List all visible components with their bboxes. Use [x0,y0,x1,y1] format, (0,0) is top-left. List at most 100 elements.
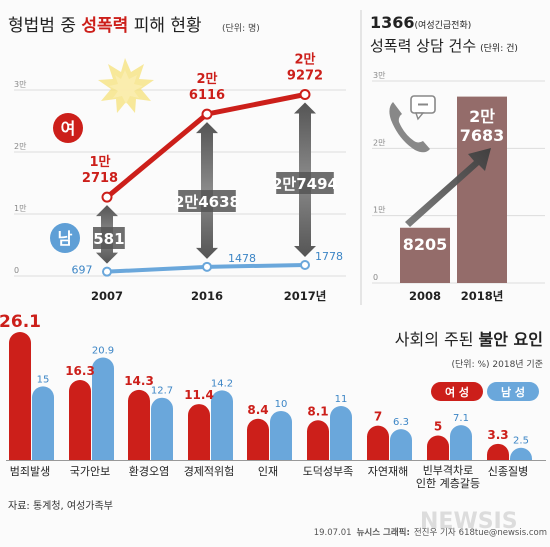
female-value-label: 1만 [89,154,110,170]
burst-icon [98,58,154,113]
female-value-label: 8.1 [307,404,328,418]
female-value-label: 5 [434,419,442,433]
female-bar [69,380,92,460]
panel2-x-tick: 2008 [409,289,441,303]
credit-line: 19.07.01 뉴시스 그래픽: 전진우 기자 618tue@newsis.com [314,527,547,538]
svg-text:여: 여 [61,119,76,138]
watermark: NEWSIS [420,509,518,534]
male-value-label: 2.5 [513,436,529,447]
female-value-label: 7 [374,410,382,424]
panel1-x-tick: 2007 [91,289,123,303]
panel2-bar [457,96,507,283]
female-value-label: 2만 [196,71,217,87]
female-value-label: 26.1 [0,312,41,332]
panel3-bars: 26.1 15 범죄발생 16.3 20.9 국가안보 14.312.7 환경오염 11.414… [0,312,546,490]
panel1-x-tick: 2017년 [284,289,327,303]
female-bar [188,404,210,460]
legend-female: 여 성 [431,382,483,401]
phone-icon [389,95,436,153]
female-point [299,89,311,101]
female-bar [487,443,509,460]
male-bar [390,429,412,460]
panel2-y-tick: 0 [373,273,378,282]
category-label: 신종질병 [488,465,528,478]
category-label: 경제적위험 [184,465,235,478]
male-value-label: 1778 [315,250,343,263]
male-bar [92,357,114,460]
panel1-y-tick: 0 [14,266,19,275]
female-value-label: 8.4 [247,403,268,417]
female-point [201,108,213,120]
male-value-label: 7.1 [453,413,469,424]
gap-label: 581 [93,230,124,248]
panel2-title-num: 1366(여성긴급전화) [370,13,471,32]
panel1-grid: 3만 2만 1만 0 2007 2016 2017년 [14,80,346,303]
panel2-bar-label: 7683 [460,126,505,145]
male-value-label: 20.9 [92,346,114,357]
badge-female: 여 [53,113,83,143]
male-value-label: 10 [275,399,288,410]
category-label: 인재 [258,465,278,478]
male-value-label: 12.7 [151,386,173,397]
panel1-lines [101,89,311,277]
panel1-x-tick: 2016 [191,289,223,303]
male-value-label: 11 [335,394,348,405]
male-value-label: 14.2 [211,378,233,389]
female-bar [247,418,269,460]
female-value-label: 2만 [294,52,315,68]
panel2-bar-label: 8205 [403,235,448,254]
female-value-label: 6116 [189,88,225,103]
female-bar [128,389,150,460]
male-bar [211,390,233,460]
panel1-y-tick: 3만 [14,80,27,89]
gap-label-bg [178,190,236,212]
rising-arrow [405,148,491,227]
gap-label-bg [93,227,125,249]
category-label: 국가안보 [70,465,110,478]
panel3-title: 사회의 주된 불안 요인 [395,330,543,349]
panel2-y-tick: 2만 [373,138,386,147]
female-bar [307,420,329,460]
male-value-label: 6.3 [393,417,409,428]
female-point [101,191,113,203]
male-value-label: 1478 [228,252,256,265]
panel2-bar [400,227,450,283]
panel2-y-tick: 1만 [373,206,386,215]
female-value-label: 9272 [287,69,323,84]
male-point [102,266,112,277]
male-bar [510,447,532,460]
female-value-label: 3.3 [487,428,508,442]
category-label: 범죄발생 [10,465,50,478]
male-value-label: 697 [72,264,93,277]
female-value-label: 14.3 [124,374,154,388]
male-bar [151,397,173,460]
category-label: 자연재해 [368,464,408,478]
source-note: 자료: 통계청, 여성가족부 [8,500,113,512]
panel1-title: 형법범 중 성폭력 피해 현황 [8,16,202,36]
panel2-y-tick: 3만 [373,71,386,80]
panel1-unit: (단위: 명) [222,23,260,34]
male-point [202,261,212,272]
male-bar [270,410,292,460]
panel3-unit: (단위: %) 2018년 기준 [452,359,544,370]
female-value-label: 16.3 [65,364,95,378]
category-label: 인한 계층갈등 [416,476,480,490]
category-label: 도덕성부족 [303,465,354,478]
svg-text:남 성: 남 성 [501,385,525,399]
male-bar [450,425,472,460]
female-bar [427,435,449,460]
female-value-label: 2718 [82,171,118,186]
gap-label-bg [276,172,334,194]
panel2-x-tick: 2018년 [461,289,504,303]
panel1-y-tick: 1만 [14,204,27,213]
category-label: 빈부격차로 [423,464,474,477]
panel1-gap-arrows: 581 2만4638 2만7494 [93,102,338,264]
female-value-label: 11.4 [184,388,214,402]
svg-text:여 성: 여 성 [445,385,469,399]
male-point [300,259,310,270]
female-bar [367,425,389,460]
panel2-title: 성폭력 상담 건수 (단위: 건) [370,37,518,55]
